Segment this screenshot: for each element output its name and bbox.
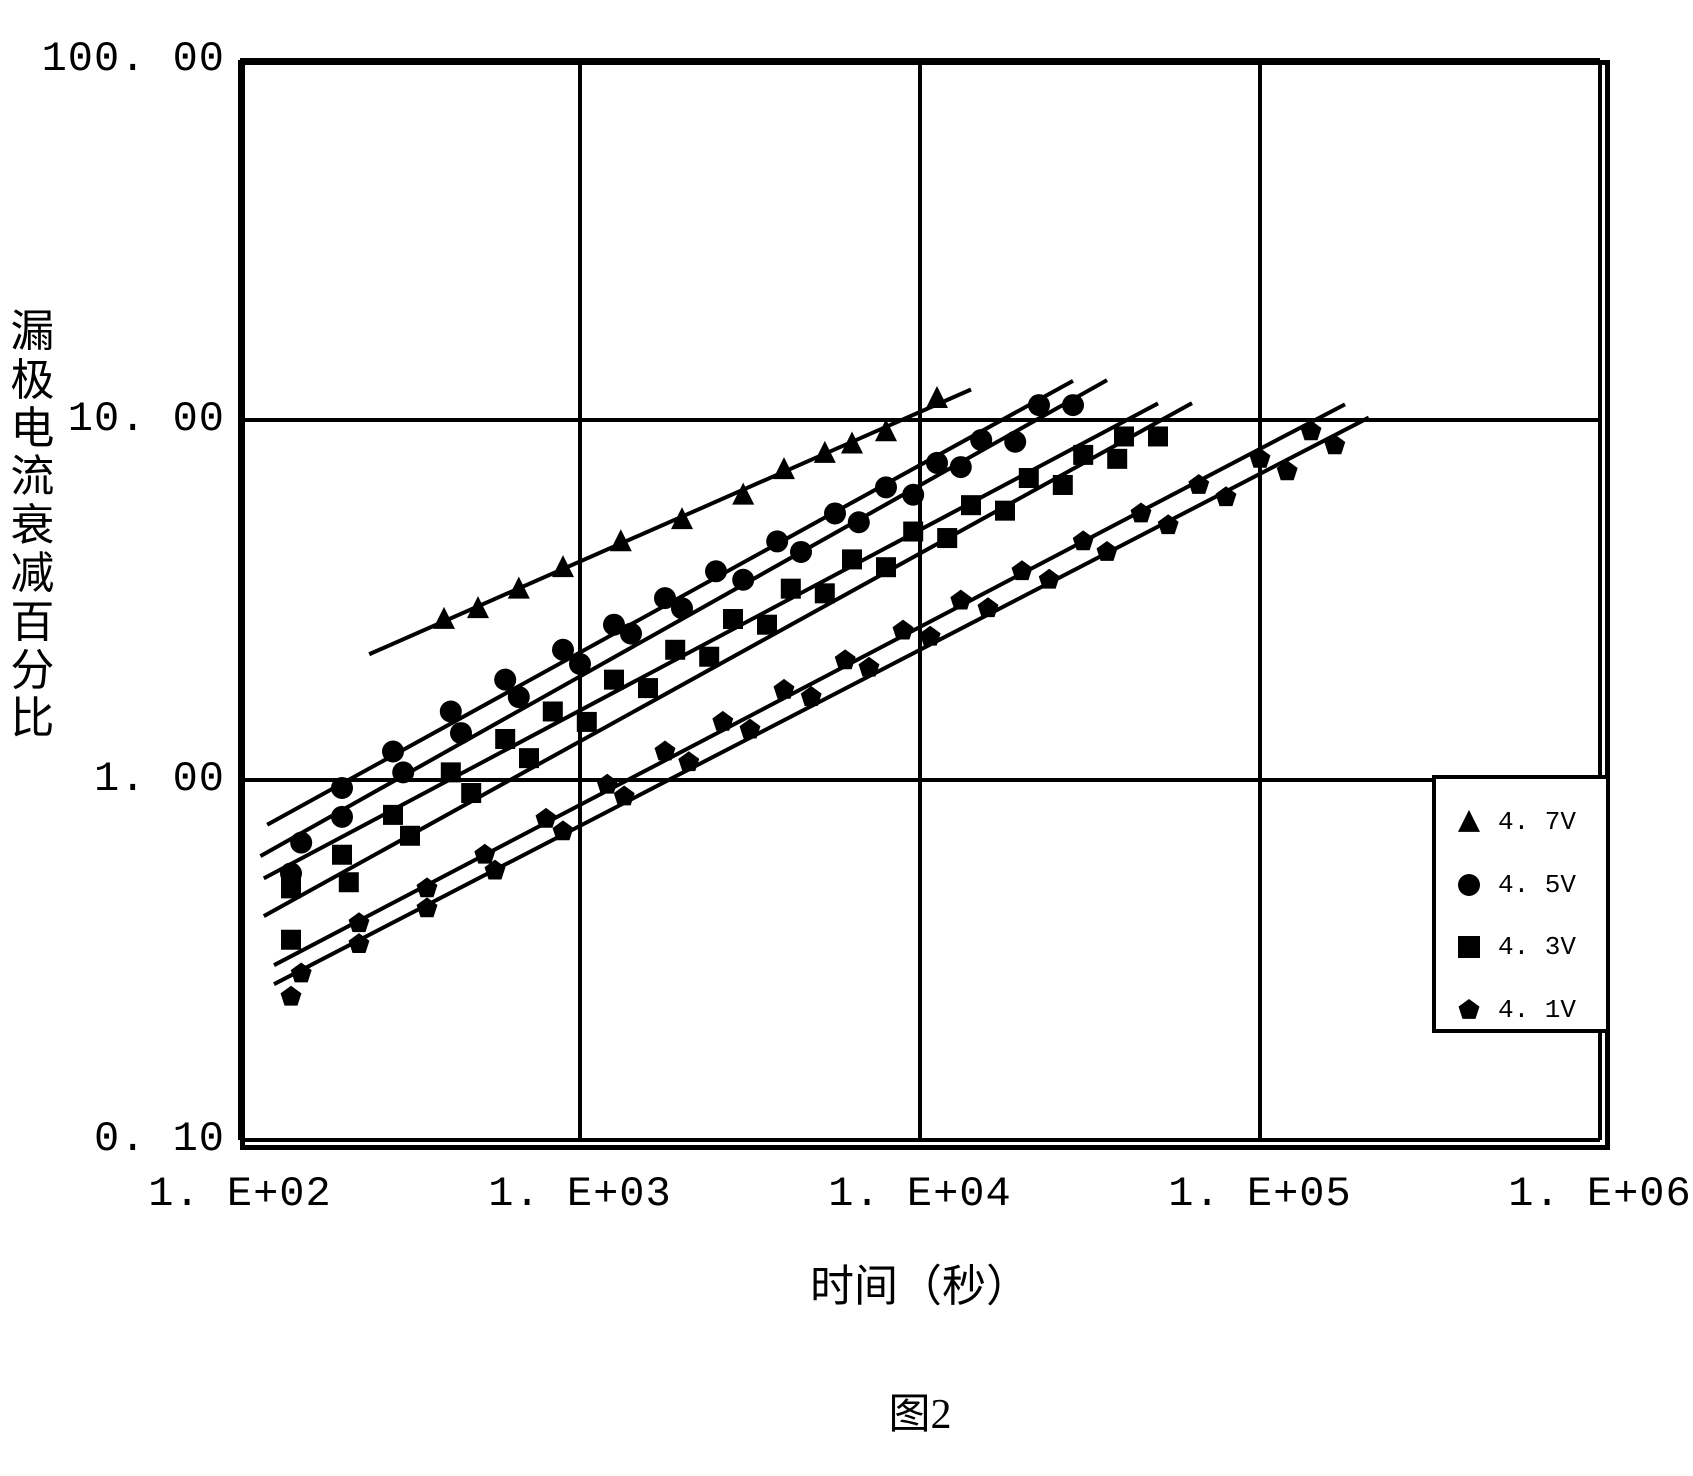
y-axis-label: 漏极电流衰减百分比 bbox=[6, 308, 59, 744]
legend-item: 4. 7V bbox=[1454, 791, 1576, 854]
x-tick-label: 1. E+02 bbox=[130, 1170, 350, 1218]
y-tick-label: 0. 10 bbox=[25, 1115, 225, 1163]
x-tick-label: 1. E+05 bbox=[1150, 1170, 1370, 1218]
series-line bbox=[369, 389, 971, 654]
square-icon bbox=[1454, 932, 1484, 962]
series-markers bbox=[281, 426, 1168, 949]
chart-container: { "chart": { "type": "scatter-loglog", "… bbox=[0, 0, 1693, 1476]
x-tick-label: 1. E+06 bbox=[1490, 1170, 1693, 1218]
x-axis-label: 时间（秒） bbox=[720, 1250, 1120, 1314]
legend-label: 4. 5V bbox=[1498, 870, 1576, 900]
legend-label: 4. 7V bbox=[1498, 807, 1576, 837]
legend-box: 4. 7V 4. 5V 4. 3V 4. 1V bbox=[1432, 775, 1610, 1033]
series-markers bbox=[281, 434, 1346, 1005]
triangle-icon bbox=[1454, 807, 1484, 837]
pentagon-icon bbox=[1454, 995, 1484, 1025]
series-line bbox=[274, 418, 1369, 985]
y-tick-label: 1. 00 bbox=[25, 755, 225, 803]
legend-label: 4. 1V bbox=[1498, 995, 1576, 1025]
figure-caption: 图2 bbox=[820, 1380, 1020, 1441]
legend-item: 4. 5V bbox=[1454, 854, 1576, 917]
legend-item: 4. 3V bbox=[1454, 916, 1576, 979]
x-tick-label: 1. E+03 bbox=[470, 1170, 690, 1218]
y-tick-label: 100. 00 bbox=[25, 35, 225, 83]
legend-item: 4. 1V bbox=[1454, 979, 1576, 1042]
series-line bbox=[274, 404, 1345, 965]
legend-label: 4. 3V bbox=[1498, 932, 1576, 962]
circle-icon bbox=[1454, 870, 1484, 900]
y-tick-label: 10. 00 bbox=[25, 395, 225, 443]
x-tick-label: 1. E+04 bbox=[810, 1170, 1030, 1218]
